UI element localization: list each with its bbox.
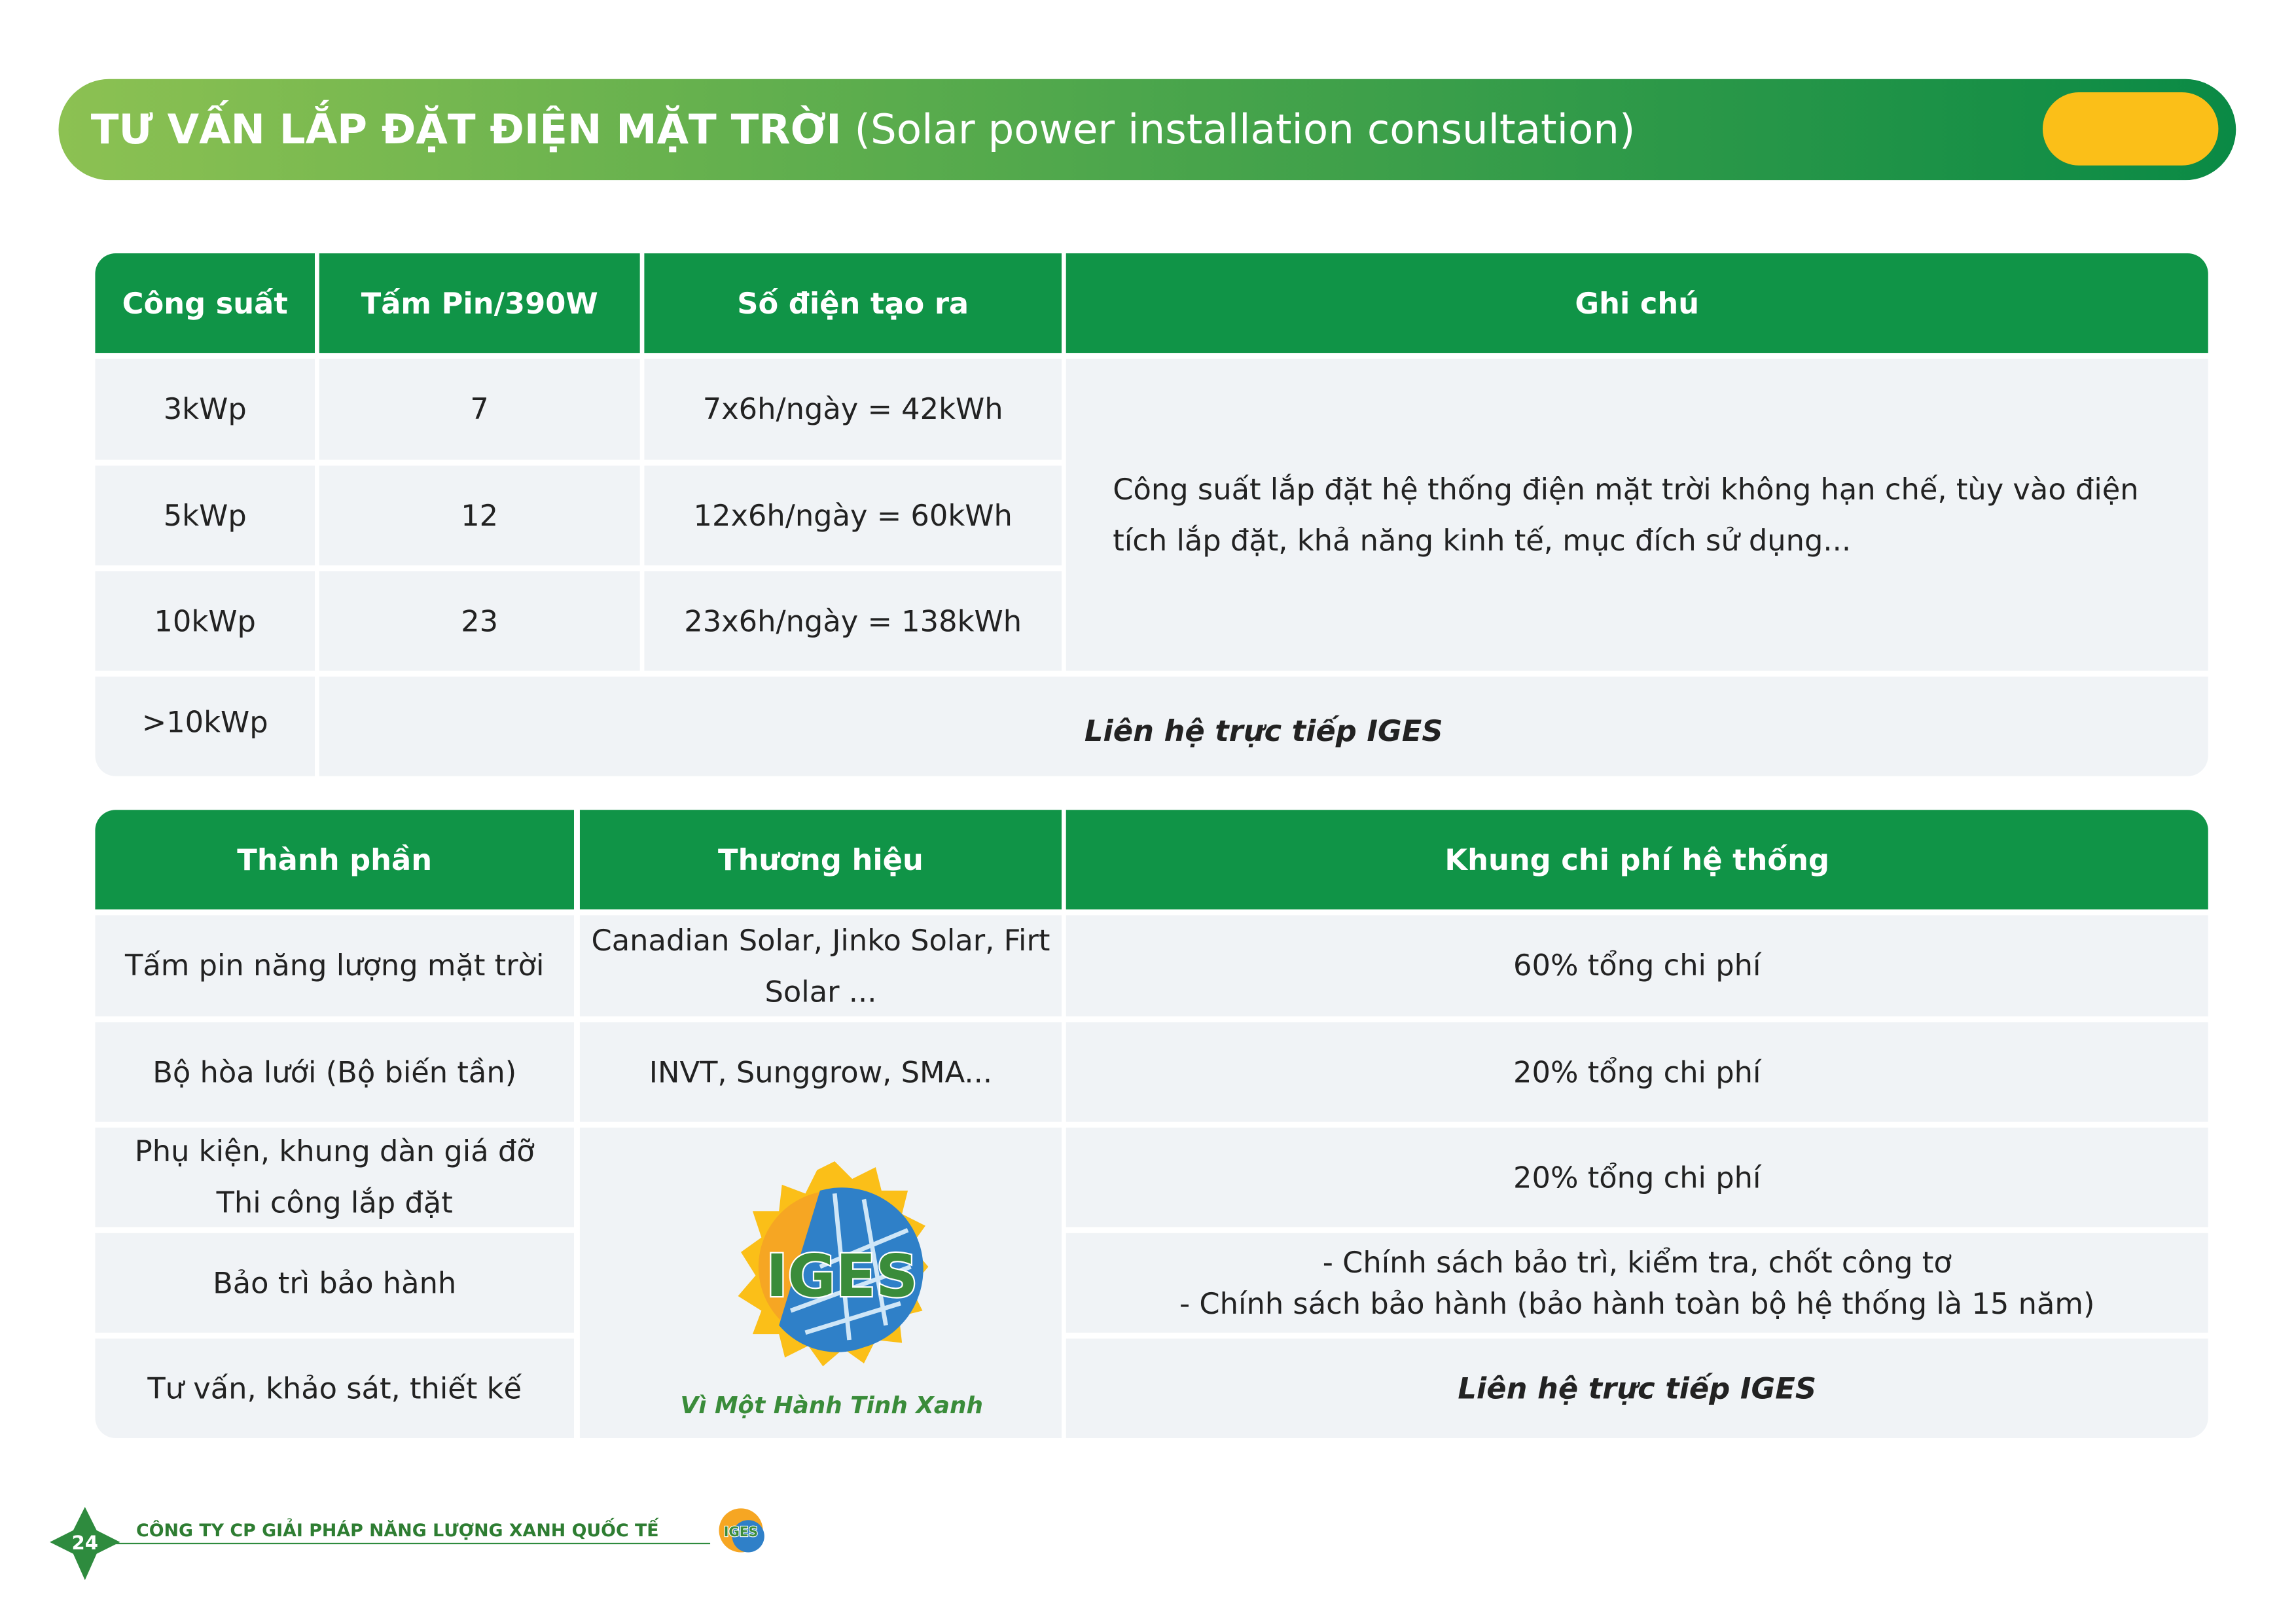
footer-logo-text: IGES xyxy=(724,1524,758,1540)
table-cell: 7x6h/ngày = 42kWh xyxy=(644,359,1062,460)
header-pill xyxy=(2042,92,2219,166)
footer: 24 CÔNG TY CP GIẢI PHÁP NĂNG LƯỢNG XANH … xyxy=(50,1507,764,1580)
header-cell: Công suất xyxy=(95,253,315,353)
title-vi: TƯ VẤN LẮP ĐẶT ĐIỆN MẶT TRỜI xyxy=(90,105,842,154)
table-cell: 5kWp xyxy=(95,465,315,566)
table-cell: Phụ kiện, khung dàn giá đỡ Thi công lắp … xyxy=(95,1127,574,1227)
header-cell: Số điện tạo ra xyxy=(644,253,1062,353)
logo-slogan: Vì Một Hành Tinh Xanh xyxy=(681,1392,983,1419)
table-cell: 3kWp xyxy=(95,359,315,460)
globe xyxy=(779,1187,924,1352)
footer-logo-globe xyxy=(732,1520,764,1553)
table-cell: - Chính sách bảo trì, kiểm tra, chốt côn… xyxy=(1066,1233,2208,1333)
table-cell: Tư vấn, khảo sát, thiết kế xyxy=(95,1338,574,1438)
note-cell: Công suất lắp đặt hệ thống điện mặt trời… xyxy=(1066,359,2208,671)
table-cell: Canadian Solar, Jinko Solar, Firt Solar … xyxy=(579,915,1062,1017)
iges-logo: IGES Vì Một Hành Tinh Xanh xyxy=(681,1161,983,1419)
header-bar xyxy=(58,79,2236,181)
page-number: 24 xyxy=(72,1532,98,1554)
table-cell: Bảo trì bảo hành xyxy=(95,1233,574,1333)
table-cell: 10kWp xyxy=(95,571,315,671)
table-cell: >10kWp xyxy=(95,676,315,776)
table-cell: 20% tổng chi phí xyxy=(1066,1127,2208,1227)
contact-cell: Liên hệ trực tiếp IGES xyxy=(319,676,2208,776)
table-cell: 23x6h/ngày = 138kWh xyxy=(644,571,1062,671)
header-cell: Tấm Pin/390W xyxy=(319,253,640,353)
table-cell: Tấm pin năng lượng mặt trời xyxy=(95,915,574,1017)
page-badge xyxy=(50,1507,120,1580)
header-cell: Ghi chú xyxy=(1066,253,2208,353)
company-name: CÔNG TY CP GIẢI PHÁP NĂNG LƯỢNG XANH QUỐ… xyxy=(136,1517,659,1541)
header-title: TƯ VẤN LẮP ĐẶT ĐIỆN MẶT TRỜI (Solar powe… xyxy=(91,79,1636,180)
header-cell: Khung chi phí hệ thống xyxy=(1066,810,2208,910)
table-cell: 12x6h/ngày = 60kWh xyxy=(644,465,1062,566)
globe-grid xyxy=(789,1193,912,1341)
table-cell: 7 xyxy=(319,359,640,460)
table-cell: 12 xyxy=(319,465,640,566)
logo-text: IGES xyxy=(766,1242,918,1310)
header-cell: Thành phần xyxy=(95,810,574,910)
table-cell: 20% tổng chi phí xyxy=(1066,1022,2208,1122)
header-cell: Thương hiệu xyxy=(579,810,1062,910)
table-cell: INVT, Sunggrow, SMA... xyxy=(579,1022,1062,1122)
title-en: (Solar power installation consultation) xyxy=(854,105,1636,154)
table-cell: Bộ hòa lưới (Bộ biến tần) xyxy=(95,1022,574,1122)
table-cell: 60% tổng chi phí xyxy=(1066,915,2208,1017)
contact-cell: Liên hệ trực tiếp IGES xyxy=(1066,1338,2208,1438)
table-cell: 23 xyxy=(319,571,640,671)
